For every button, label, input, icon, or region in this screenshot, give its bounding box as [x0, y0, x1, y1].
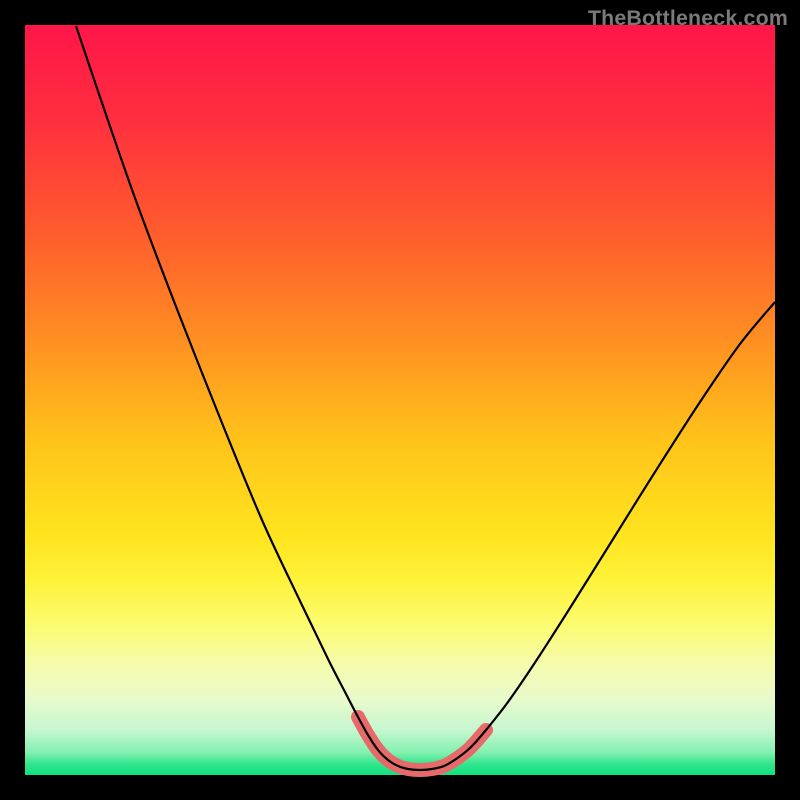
chart-background-rect: [25, 25, 775, 775]
watermark-text: TheBottleneck.com: [588, 6, 788, 31]
bottleneck-chart: [0, 0, 800, 800]
chart-container: TheBottleneck.com: [0, 0, 800, 800]
